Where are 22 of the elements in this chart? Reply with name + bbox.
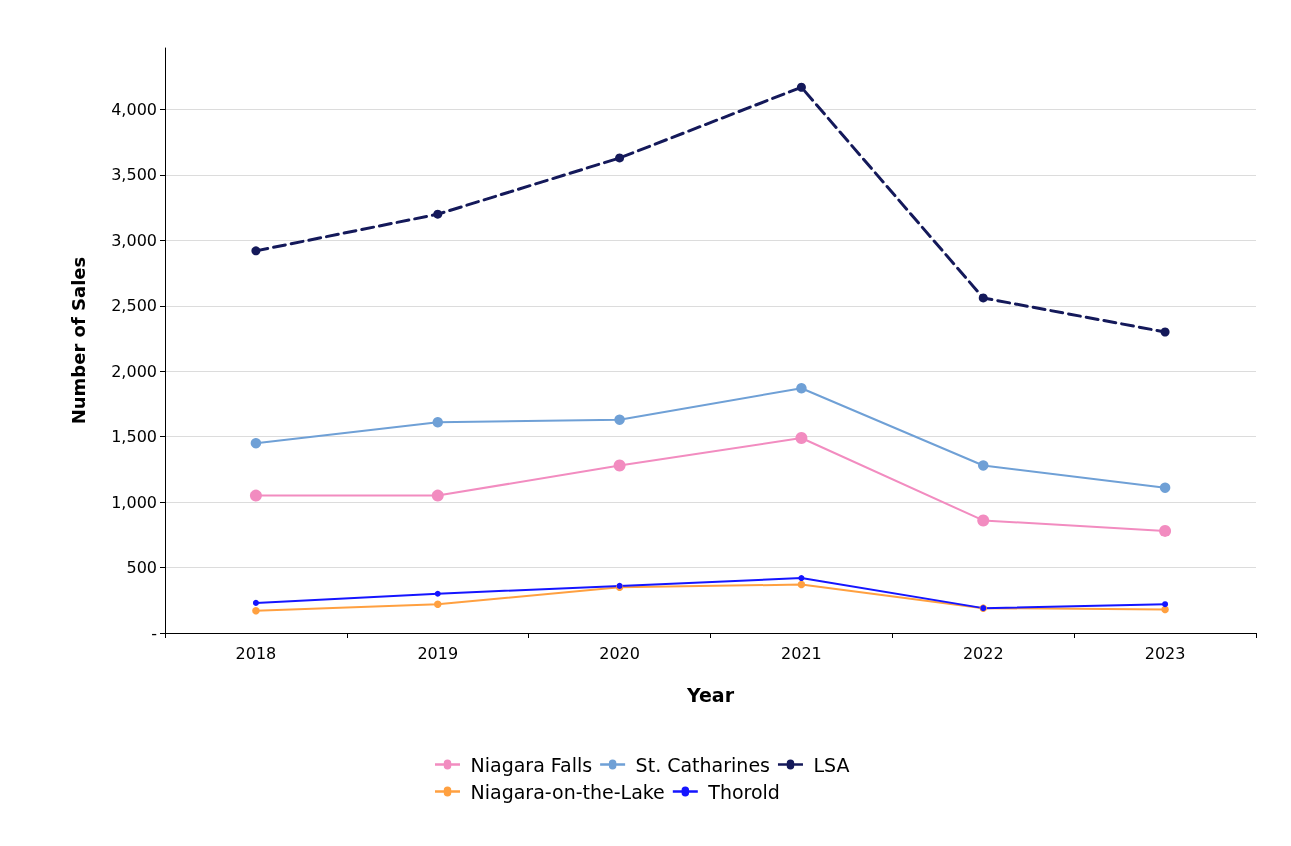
- x-tick-label: 2020: [599, 643, 640, 663]
- x-axis-title: Year: [685, 683, 735, 706]
- y-tick-label: 2,000: [111, 361, 157, 381]
- legend-label: Thorold: [707, 780, 780, 803]
- x-tick-label: 2023: [1144, 643, 1186, 663]
- y-tick-label: -: [151, 623, 157, 643]
- y-tick-label: 3,000: [111, 230, 157, 250]
- y-tick-label: 1,000: [111, 492, 157, 512]
- y-tick-label: 3,500: [111, 165, 157, 185]
- x-tick-label: 2018: [235, 643, 277, 663]
- y-tick-label: 2,500: [111, 296, 157, 316]
- x-tick-label: 2021: [781, 643, 822, 663]
- legend-label: Niagara-on-the-Lake: [470, 780, 665, 803]
- y-tick-label: 1,500: [111, 427, 157, 447]
- y-tick-label: 500: [126, 558, 157, 578]
- x-tick-label: 2019: [417, 643, 459, 663]
- y-tick-label: 4,000: [111, 100, 157, 120]
- legend-label: St. Catharines: [635, 753, 770, 776]
- legend-label: Niagara Falls: [470, 753, 593, 776]
- x-tick-label: 2022: [962, 643, 1004, 663]
- y-axis-title: Number of Sales: [67, 256, 89, 425]
- legend-label: LSA: [813, 753, 850, 776]
